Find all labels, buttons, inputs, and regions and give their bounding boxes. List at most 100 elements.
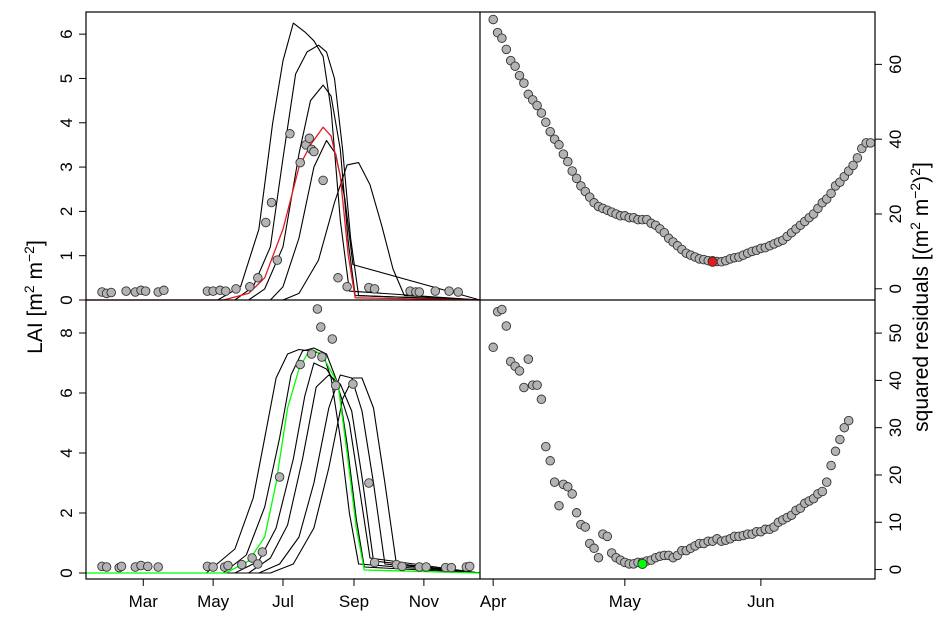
residual-point: [589, 543, 599, 554]
residual-point: [523, 354, 534, 364]
y-axis-title-right: squared residuals [(m2 m−2)2]: [907, 162, 933, 432]
simulation-curve: [86, 362, 481, 574]
y-tick-label: 10: [886, 513, 905, 532]
residual-point: [567, 166, 577, 176]
y-tick-label: 8: [57, 328, 76, 337]
residual-point: [554, 500, 564, 511]
y-tick-label: 1: [57, 251, 76, 260]
y-tick-label: 4: [57, 448, 76, 457]
y-tick-label: 2: [57, 508, 76, 517]
residual-point: [501, 321, 512, 331]
residual-point: [821, 477, 832, 487]
observation-point: [253, 273, 263, 283]
residual-point: [839, 422, 850, 433]
residual-point: [843, 415, 854, 426]
observation-point: [261, 217, 271, 228]
residual-point: [519, 382, 529, 393]
y-tick-label: 6: [57, 29, 76, 38]
observation-point: [312, 304, 323, 314]
observation-point: [295, 157, 305, 168]
simulation-curve: [86, 84, 481, 301]
residual-point: [554, 140, 564, 150]
y-axis-top-right: 0 20 40 60: [875, 55, 905, 294]
observation-point: [121, 286, 131, 296]
y-tick-label: 4: [57, 118, 76, 127]
observation-point: [414, 287, 425, 297]
simulation-curve: [86, 22, 481, 301]
residual-point: [514, 366, 525, 376]
observation-point: [318, 175, 328, 186]
observation-point: [153, 562, 163, 572]
observation-point: [159, 285, 169, 296]
observation-point: [106, 287, 116, 298]
residual-point: [488, 342, 498, 353]
residual-point: [567, 489, 577, 499]
panel-top-left: [86, 22, 481, 301]
y-tick-label: 40: [886, 130, 905, 149]
observation-point: [397, 561, 407, 572]
residual-point: [510, 61, 520, 71]
residual-point: [571, 508, 582, 518]
residual-point: [848, 160, 858, 171]
residual-point: [602, 531, 613, 542]
y-tick-label: 20: [886, 205, 905, 224]
residual-point: [563, 482, 573, 492]
observation-point: [220, 286, 231, 296]
residual-point: [497, 304, 507, 315]
residual-point: [563, 156, 573, 167]
observation-point: [304, 133, 315, 144]
observation-point: [253, 559, 263, 569]
y-tick-label: 0: [886, 284, 905, 293]
x-tick-label: Nov: [409, 592, 440, 611]
observation-point: [231, 284, 241, 294]
observation-point: [101, 562, 112, 572]
y-tick-label: 40: [886, 371, 905, 390]
observation-point: [274, 472, 285, 482]
observation-point: [285, 129, 295, 139]
residual-point: [536, 394, 547, 405]
x-tick-label: Jul: [272, 592, 294, 611]
x-tick-label: May: [197, 592, 230, 611]
x-axis-bottom-left: Mar May Jul Sep Nov: [129, 579, 440, 611]
observation-point: [143, 561, 153, 572]
observation-point: [369, 557, 380, 568]
y-axis-bottom-left: 0 2 4 6 8: [57, 328, 86, 578]
residual-point: [545, 126, 555, 137]
residual-point: [514, 70, 525, 81]
observation-point: [364, 478, 374, 488]
observation-point: [316, 322, 326, 332]
observation-point: [348, 379, 358, 389]
plot-panels: [86, 14, 876, 574]
observation-point: [223, 560, 233, 571]
residual-point: [488, 14, 498, 25]
y-tick-label: 5: [57, 74, 76, 83]
observation-point: [257, 547, 268, 557]
observation-point: [342, 281, 352, 292]
x-tick-label: Mar: [129, 592, 159, 611]
y-tick-label: 30: [886, 418, 905, 437]
residual-point: [571, 173, 582, 184]
observation-point: [327, 334, 338, 344]
residual-point: [519, 78, 529, 88]
simulation-curve: [86, 139, 481, 301]
residual-point: [593, 552, 604, 563]
observation-point: [266, 197, 277, 208]
y-tick-label: 60: [886, 55, 905, 74]
y-tick-label: 6: [57, 388, 76, 397]
y-axis-bottom-right: 0 10 20 30 40 50: [875, 324, 905, 574]
residual-point: [536, 108, 547, 118]
observation-point: [116, 561, 127, 572]
simulation-curve: [86, 374, 481, 574]
observation-point: [247, 553, 257, 563]
y-tick-label: 50: [886, 324, 905, 343]
observation-point: [317, 352, 327, 362]
simulation-curve: [86, 347, 481, 574]
residual-point: [541, 441, 551, 452]
observation-point: [444, 286, 454, 296]
residual-point: [558, 149, 569, 159]
observation-point: [295, 359, 305, 370]
residual-point: [817, 486, 828, 497]
best-fit-curve: [86, 126, 481, 301]
residual-point: [826, 188, 836, 199]
